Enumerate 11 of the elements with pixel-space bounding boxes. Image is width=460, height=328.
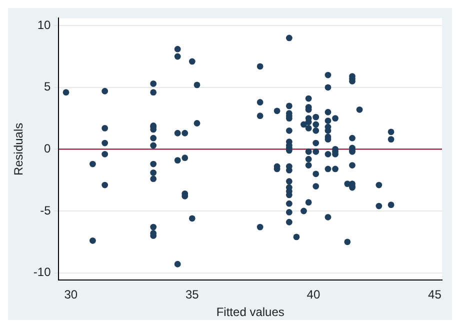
y-tick-label: 5: [44, 80, 52, 94]
x-axis-title: Fitted values: [216, 305, 284, 320]
x-tick-label: 40: [306, 288, 320, 302]
y-tick-label: 0: [44, 142, 52, 156]
x-tick-label: 30: [64, 288, 78, 302]
y-axis-title: Residuals: [12, 122, 26, 176]
x-tick-label: 45: [428, 288, 442, 302]
y-tick-label: -5: [40, 203, 52, 218]
y-tick-label: 10: [37, 18, 52, 32]
x-tick-label: 35: [185, 288, 200, 302]
y-tick-label: -10: [33, 265, 52, 280]
